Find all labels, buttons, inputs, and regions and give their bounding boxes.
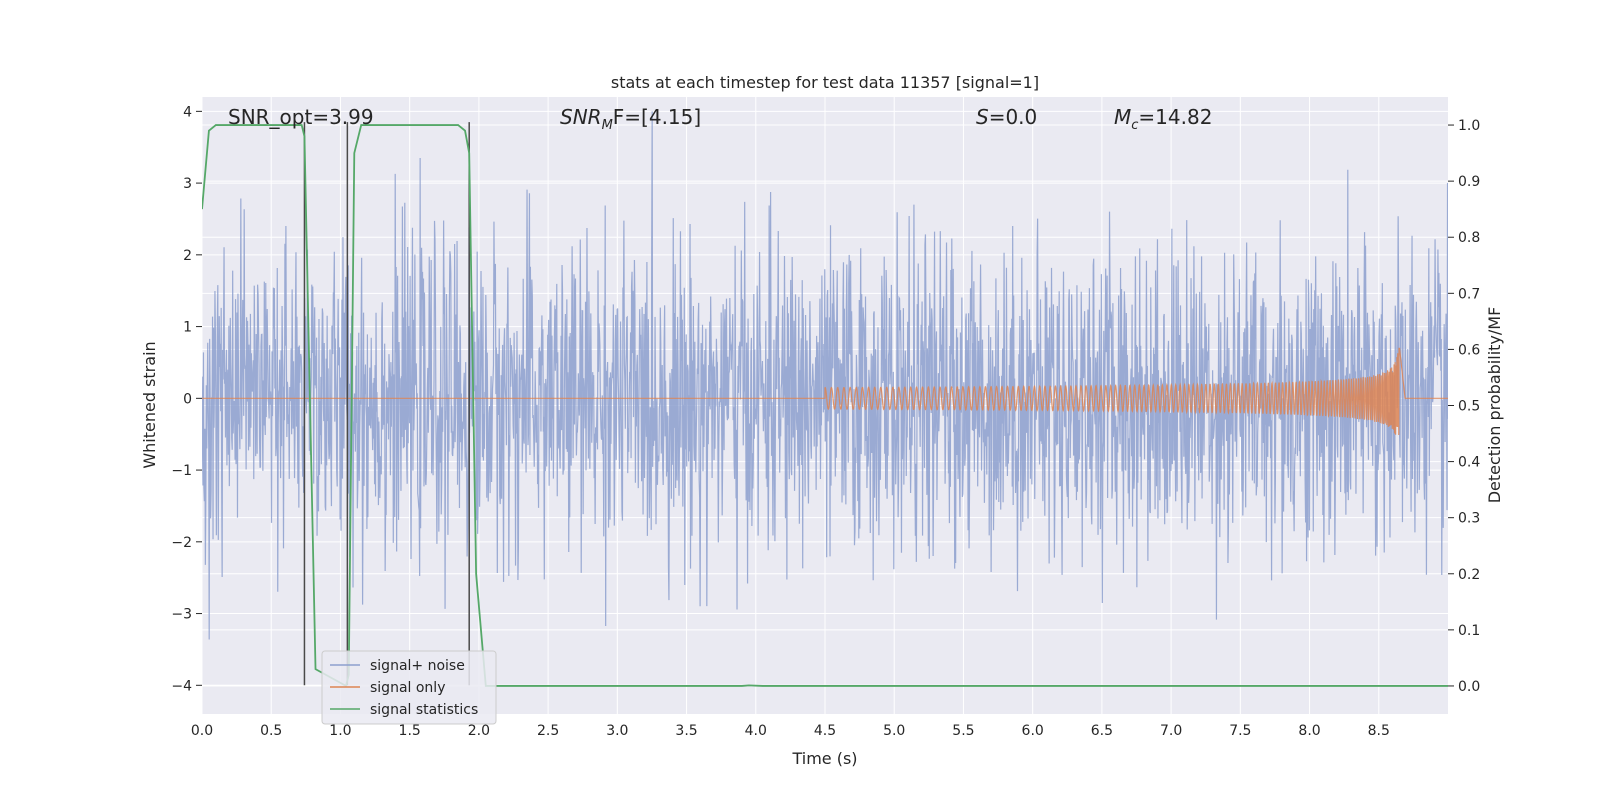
y-axis-label: Whitened strain <box>140 341 159 468</box>
data-layer <box>202 111 1448 688</box>
y-tick-label: 3 <box>183 176 192 192</box>
annotation-s: S=0.0 <box>976 105 1037 129</box>
legend: signal+ noise signal only signal statist… <box>321 650 497 725</box>
x-tick-label: 4.0 <box>745 723 767 739</box>
x-tick-label: 6.0 <box>1022 723 1044 739</box>
y2-tick-label: 0.7 <box>1458 286 1480 302</box>
y-tick-label: 4 <box>183 104 192 120</box>
mc-label: M <box>1114 105 1131 129</box>
y2-tick-label: 0.2 <box>1458 567 1480 583</box>
x-tick-label: 7.0 <box>1160 723 1182 739</box>
annotation-snr-opt: SNR_opt=3.99 <box>228 105 374 129</box>
x-tick-label: 1.0 <box>329 723 351 739</box>
x-tick-label: 2.5 <box>537 723 559 739</box>
x-tick-label: 0.0 <box>191 723 213 739</box>
y2-tick-label: 0.3 <box>1458 511 1480 527</box>
x-tick-label: 2.0 <box>468 723 490 739</box>
x-tick-label: 1.5 <box>399 723 421 739</box>
legend-label-signal-only: signal only <box>370 680 445 696</box>
x-tick-label: 4.5 <box>814 723 836 739</box>
x-tick-label: 3.5 <box>675 723 697 739</box>
series-signal-only <box>202 347 1448 436</box>
s-label: S <box>976 105 989 129</box>
annotation-snr-mf: SNRMF=[4.15] <box>560 105 701 133</box>
s-value: =0.0 <box>989 105 1038 129</box>
y2-tick-label: 0.4 <box>1458 455 1480 471</box>
y-tick-label: −4 <box>171 678 192 694</box>
series-signal-statistics <box>202 124 1448 688</box>
y2-tick-label: 0.0 <box>1458 679 1480 695</box>
annotation-mc: Mc=14.82 <box>1114 105 1212 133</box>
y2-axis-label: Detection probability/MF <box>1485 307 1504 504</box>
snr-mf-label: SNR <box>560 105 602 129</box>
x-tick-label: 8.5 <box>1368 723 1390 739</box>
y2-tick-label: 0.1 <box>1458 623 1480 639</box>
vertical-markers <box>303 122 470 686</box>
snr-mf-subscript: M <box>602 118 613 133</box>
signal-statistics-line <box>202 124 1448 688</box>
y2-tick-label: 0.8 <box>1458 230 1480 246</box>
y-tick-label: −1 <box>171 463 192 479</box>
y2-tick-label: 0.9 <box>1458 174 1480 190</box>
tick-labels: 0.0 0.5 1.0 1.5 2.0 2.5 3.0 3.5 4.0 4.5 5.0 5.5 6.0 6… <box>171 104 1480 739</box>
y-tick-label: −3 <box>171 607 192 623</box>
y-tick-label: 2 <box>183 248 192 264</box>
y2-tick-label: 0.6 <box>1458 342 1480 358</box>
x-tick-label: 6.5 <box>1091 723 1113 739</box>
signal-only-line <box>202 347 1448 436</box>
y-tick-label: 0 <box>183 391 192 407</box>
y2-tick-label: 0.5 <box>1458 399 1480 415</box>
snr-mf-rest: F=[4.15] <box>613 105 701 129</box>
x-axis-label: Time (s) <box>791 749 857 768</box>
x-tick-label: 5.5 <box>952 723 974 739</box>
x-tick-label: 8.0 <box>1298 723 1320 739</box>
legend-label-signal-plus-noise: signal+ noise <box>370 658 465 674</box>
y2-tick-label: 1.0 <box>1458 118 1480 134</box>
legend-box <box>321 650 497 725</box>
x-tick-label: 0.5 <box>260 723 282 739</box>
legend-label-signal-statistics: signal statistics <box>370 702 478 718</box>
mc-subscript: c <box>1131 118 1138 133</box>
mc-value: =14.82 <box>1138 105 1212 129</box>
x-tick-label: 5.0 <box>883 723 905 739</box>
y-tick-label: 1 <box>183 320 192 336</box>
x-tick-label: 7.5 <box>1229 723 1251 739</box>
x-tick-label: 3.0 <box>606 723 628 739</box>
chart-title: stats at each timestep for test data 113… <box>611 73 1039 92</box>
y-tick-label: −2 <box>171 535 192 551</box>
